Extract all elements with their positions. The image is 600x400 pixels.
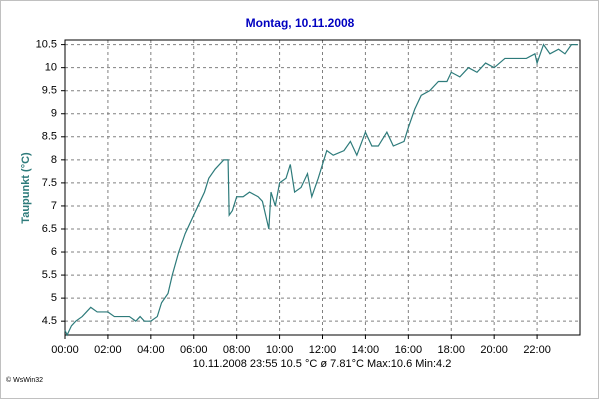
y-tick-label: 4.5 [42, 315, 57, 327]
x-tick-label: 16:00 [395, 344, 423, 356]
y-tick-label: 7 [51, 200, 57, 212]
x-tick-label: 14:00 [352, 344, 380, 356]
footer: 10.11.2008 23:55 10.5 °C ø 7.81°C Max:10… [193, 358, 452, 370]
y-tick-label: 9 [51, 108, 57, 120]
y-tick-label: 5.5 [42, 269, 57, 281]
data-line [64, 43, 578, 337]
chart-title: Montag, 10.11.2008 [246, 16, 355, 30]
y-tick-label: 6.5 [42, 223, 57, 235]
x-tick-label: 06:00 [180, 344, 208, 356]
y-tick-label: 8.5 [42, 131, 57, 143]
credit: © WsWin32 [6, 376, 43, 384]
x-tick-label: 18:00 [437, 344, 465, 356]
y-tick-label: 7.5 [42, 177, 57, 189]
x-tick-label: 08:00 [223, 344, 251, 356]
y-tick-label: 9.5 [42, 85, 57, 97]
x-tick-label: 02:00 [94, 344, 122, 356]
y-axis-label: Taupunkt (°C) [20, 152, 32, 224]
x-tick-label: 22:00 [523, 344, 551, 356]
y-tick-label: 10 [45, 62, 57, 74]
x-tick-label: 20:00 [480, 344, 508, 356]
x-tick-label: 12:00 [309, 344, 337, 356]
plot-border [64, 39, 581, 336]
x-tick-label: 00:00 [51, 344, 79, 356]
y-tick-label: 8 [51, 154, 57, 166]
y-tick-label: 6 [51, 246, 57, 258]
y-tick-label: 5 [51, 292, 57, 304]
y-tick-label: 10.5 [36, 39, 57, 51]
x-tick-label: 04:00 [137, 344, 165, 356]
x-tick-label: 10:00 [266, 344, 294, 356]
